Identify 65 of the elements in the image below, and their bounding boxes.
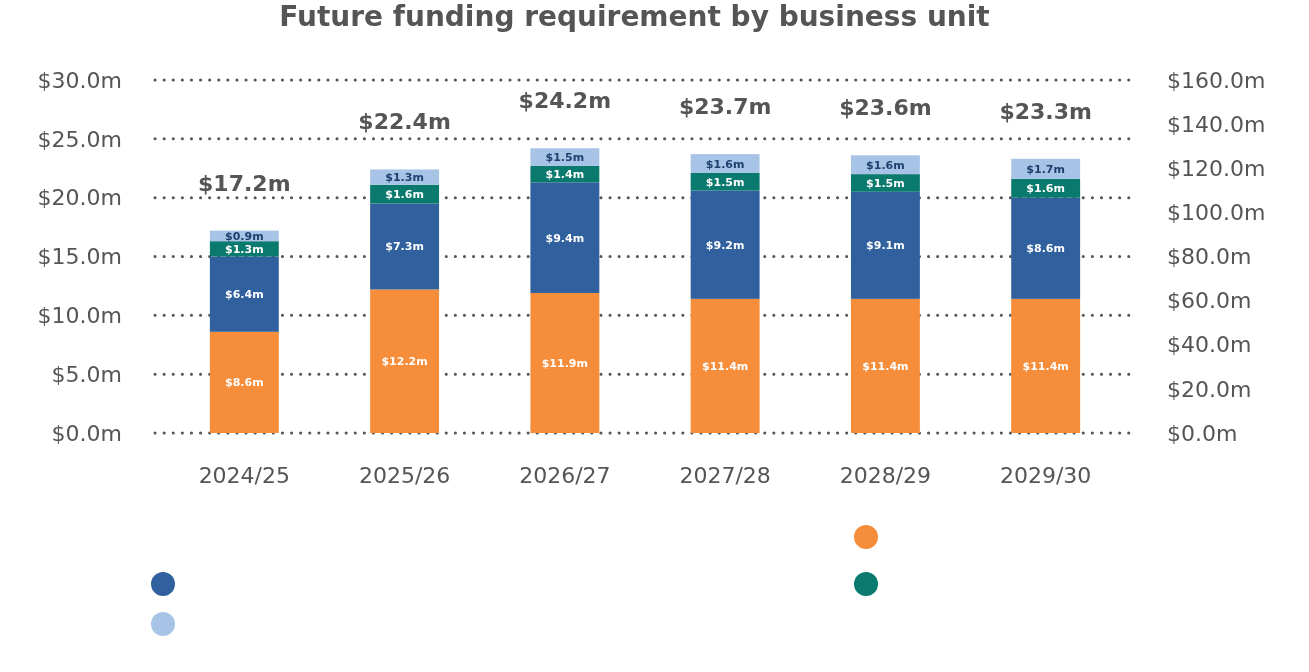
y2-tick-label: $60.0m: [1167, 288, 1252, 314]
data-label: $1.6m: [385, 188, 424, 202]
x-tick-label: 2027/28: [679, 463, 771, 488]
data-label: $1.6m: [866, 158, 905, 172]
total-label: $23.3m: [999, 98, 1092, 124]
y2-tick-label: $160.0m: [1167, 67, 1266, 93]
x-tick-label: 2026/27: [519, 463, 611, 488]
bar: [690, 190, 760, 299]
y2-tick-label: $80.0m: [1167, 244, 1252, 270]
total-label: $22.4m: [358, 109, 451, 135]
y2-tick-label: $20.0m: [1167, 376, 1252, 402]
y-tick-label: $5.0m: [51, 361, 122, 387]
y-tick-label: $25.0m: [37, 126, 122, 152]
bar: [530, 292, 600, 433]
bar: [530, 182, 600, 293]
data-label: $11.4m: [702, 359, 749, 373]
y-tick-label: $20.0m: [37, 185, 122, 211]
data-label: $6.4m: [225, 288, 264, 302]
y-tick-label: $0.0m: [51, 420, 122, 446]
y2-tick-label: $40.0m: [1167, 332, 1252, 358]
data-label: $9.1m: [866, 239, 905, 253]
data-label: $7.3m: [385, 240, 424, 254]
y2-tick-label: $0.0m: [1167, 420, 1238, 446]
data-label: $9.4m: [545, 231, 585, 245]
total-label: $17.2m: [198, 170, 291, 196]
y-tick-label: $10.0m: [37, 303, 122, 329]
total-label: $23.6m: [839, 95, 932, 121]
data-label: $1.5m: [705, 175, 745, 189]
x-tick-label: 2024/25: [198, 463, 291, 488]
data-label: $11.9m: [541, 356, 588, 370]
chart-title: Future funding requirement by business unit: [279, 0, 990, 33]
y2-tick-label: $140.0m: [1167, 111, 1266, 137]
data-label: $1.4m: [545, 168, 585, 182]
data-label: $11.4m: [1022, 359, 1069, 373]
x-tick-label: 2029/30: [999, 463, 1092, 488]
y-tick-label: $15.0m: [37, 244, 122, 270]
data-label: $1.5m: [866, 176, 905, 190]
y2-tick-label: $120.0m: [1167, 155, 1266, 181]
data-label: $12.2m: [381, 355, 428, 369]
data-label: $1.3m: [385, 171, 424, 185]
data-label: $11.4m: [862, 359, 909, 373]
data-label: $8.6m: [225, 376, 264, 390]
bar: [370, 203, 440, 290]
data-label: $8.6m: [1026, 242, 1065, 256]
x-tick-label: 2028/29: [839, 463, 932, 488]
data-label: $1.6m: [705, 157, 745, 171]
data-label: $9.2m: [705, 238, 745, 252]
bar: [370, 289, 440, 433]
data-label: $1.3m: [225, 242, 264, 256]
data-label: $0.9m: [225, 229, 264, 243]
data-label: $1.6m: [1026, 182, 1065, 196]
bar: [850, 298, 920, 433]
x-tick-label: 2025/26: [358, 463, 451, 488]
bar: [850, 191, 920, 299]
data-label: $1.7m: [1026, 162, 1065, 176]
bar: [209, 331, 279, 433]
y-tick-label: $30.0m: [37, 67, 122, 93]
data-label: $1.5m: [545, 151, 585, 165]
total-label: $24.2m: [518, 88, 612, 114]
bar: [1011, 298, 1081, 433]
total-label: $23.7m: [678, 94, 772, 120]
y2-tick-label: $100.0m: [1167, 200, 1266, 226]
bar: [209, 256, 279, 332]
bar: [1011, 197, 1081, 299]
bar: [690, 298, 760, 433]
